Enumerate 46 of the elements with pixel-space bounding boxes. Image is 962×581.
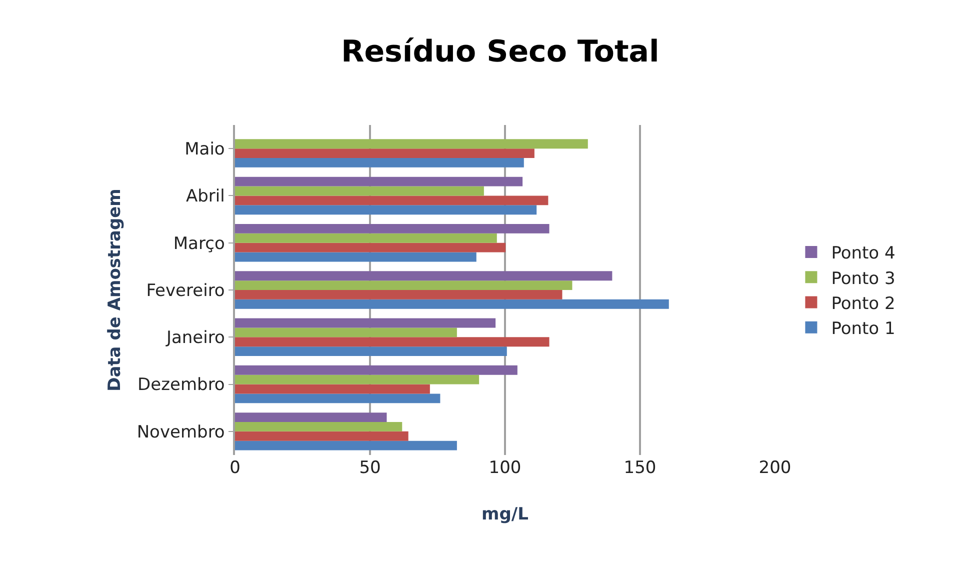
bar xyxy=(235,346,507,356)
y-tick-label: Dezembro xyxy=(138,375,225,396)
bar xyxy=(235,148,534,158)
bar xyxy=(235,186,484,196)
legend-label: Ponto 2 xyxy=(831,294,896,314)
bar xyxy=(235,176,523,186)
bar xyxy=(235,422,402,432)
bar xyxy=(235,394,440,404)
bar xyxy=(235,233,497,243)
bar xyxy=(235,384,430,394)
bar xyxy=(235,205,537,215)
bar xyxy=(235,431,408,441)
y-tick-label: Fevereiro xyxy=(146,280,225,301)
legend-label: Ponto 4 xyxy=(831,244,896,264)
chart-title: Resíduo Seco Total xyxy=(341,34,660,70)
bar xyxy=(235,139,588,149)
bar xyxy=(235,158,524,168)
bar xyxy=(235,271,612,281)
legend-label: Ponto 1 xyxy=(831,318,896,339)
x-tick-label: 0 xyxy=(230,458,240,478)
legend-label: Ponto 3 xyxy=(831,268,896,289)
bar xyxy=(235,328,457,338)
bar xyxy=(235,224,550,234)
bar xyxy=(235,280,572,290)
y-tick-label: Janeiro xyxy=(165,328,225,348)
x-axis-title: mg/L xyxy=(482,504,529,524)
bar xyxy=(235,365,518,375)
bar xyxy=(235,242,506,252)
x-tick-label: 100 xyxy=(488,458,522,478)
bar xyxy=(235,290,562,300)
bar xyxy=(235,252,476,262)
x-tick-label: 50 xyxy=(359,458,381,478)
bar xyxy=(235,196,548,206)
y-tick-label: Novembro xyxy=(136,422,225,442)
y-tick-label: Abril xyxy=(186,186,225,207)
y-axis-title: Data de Amostragem xyxy=(104,188,125,392)
y-tick-label: Maio xyxy=(184,140,225,160)
bar xyxy=(235,440,457,450)
bar xyxy=(235,337,550,347)
bar xyxy=(235,412,387,422)
x-tick-label: 200 xyxy=(758,458,792,478)
bar xyxy=(235,299,669,309)
x-tick-label: 150 xyxy=(624,458,656,478)
bar xyxy=(235,374,480,384)
bar xyxy=(235,318,496,328)
y-tick-label: Março xyxy=(173,234,225,254)
